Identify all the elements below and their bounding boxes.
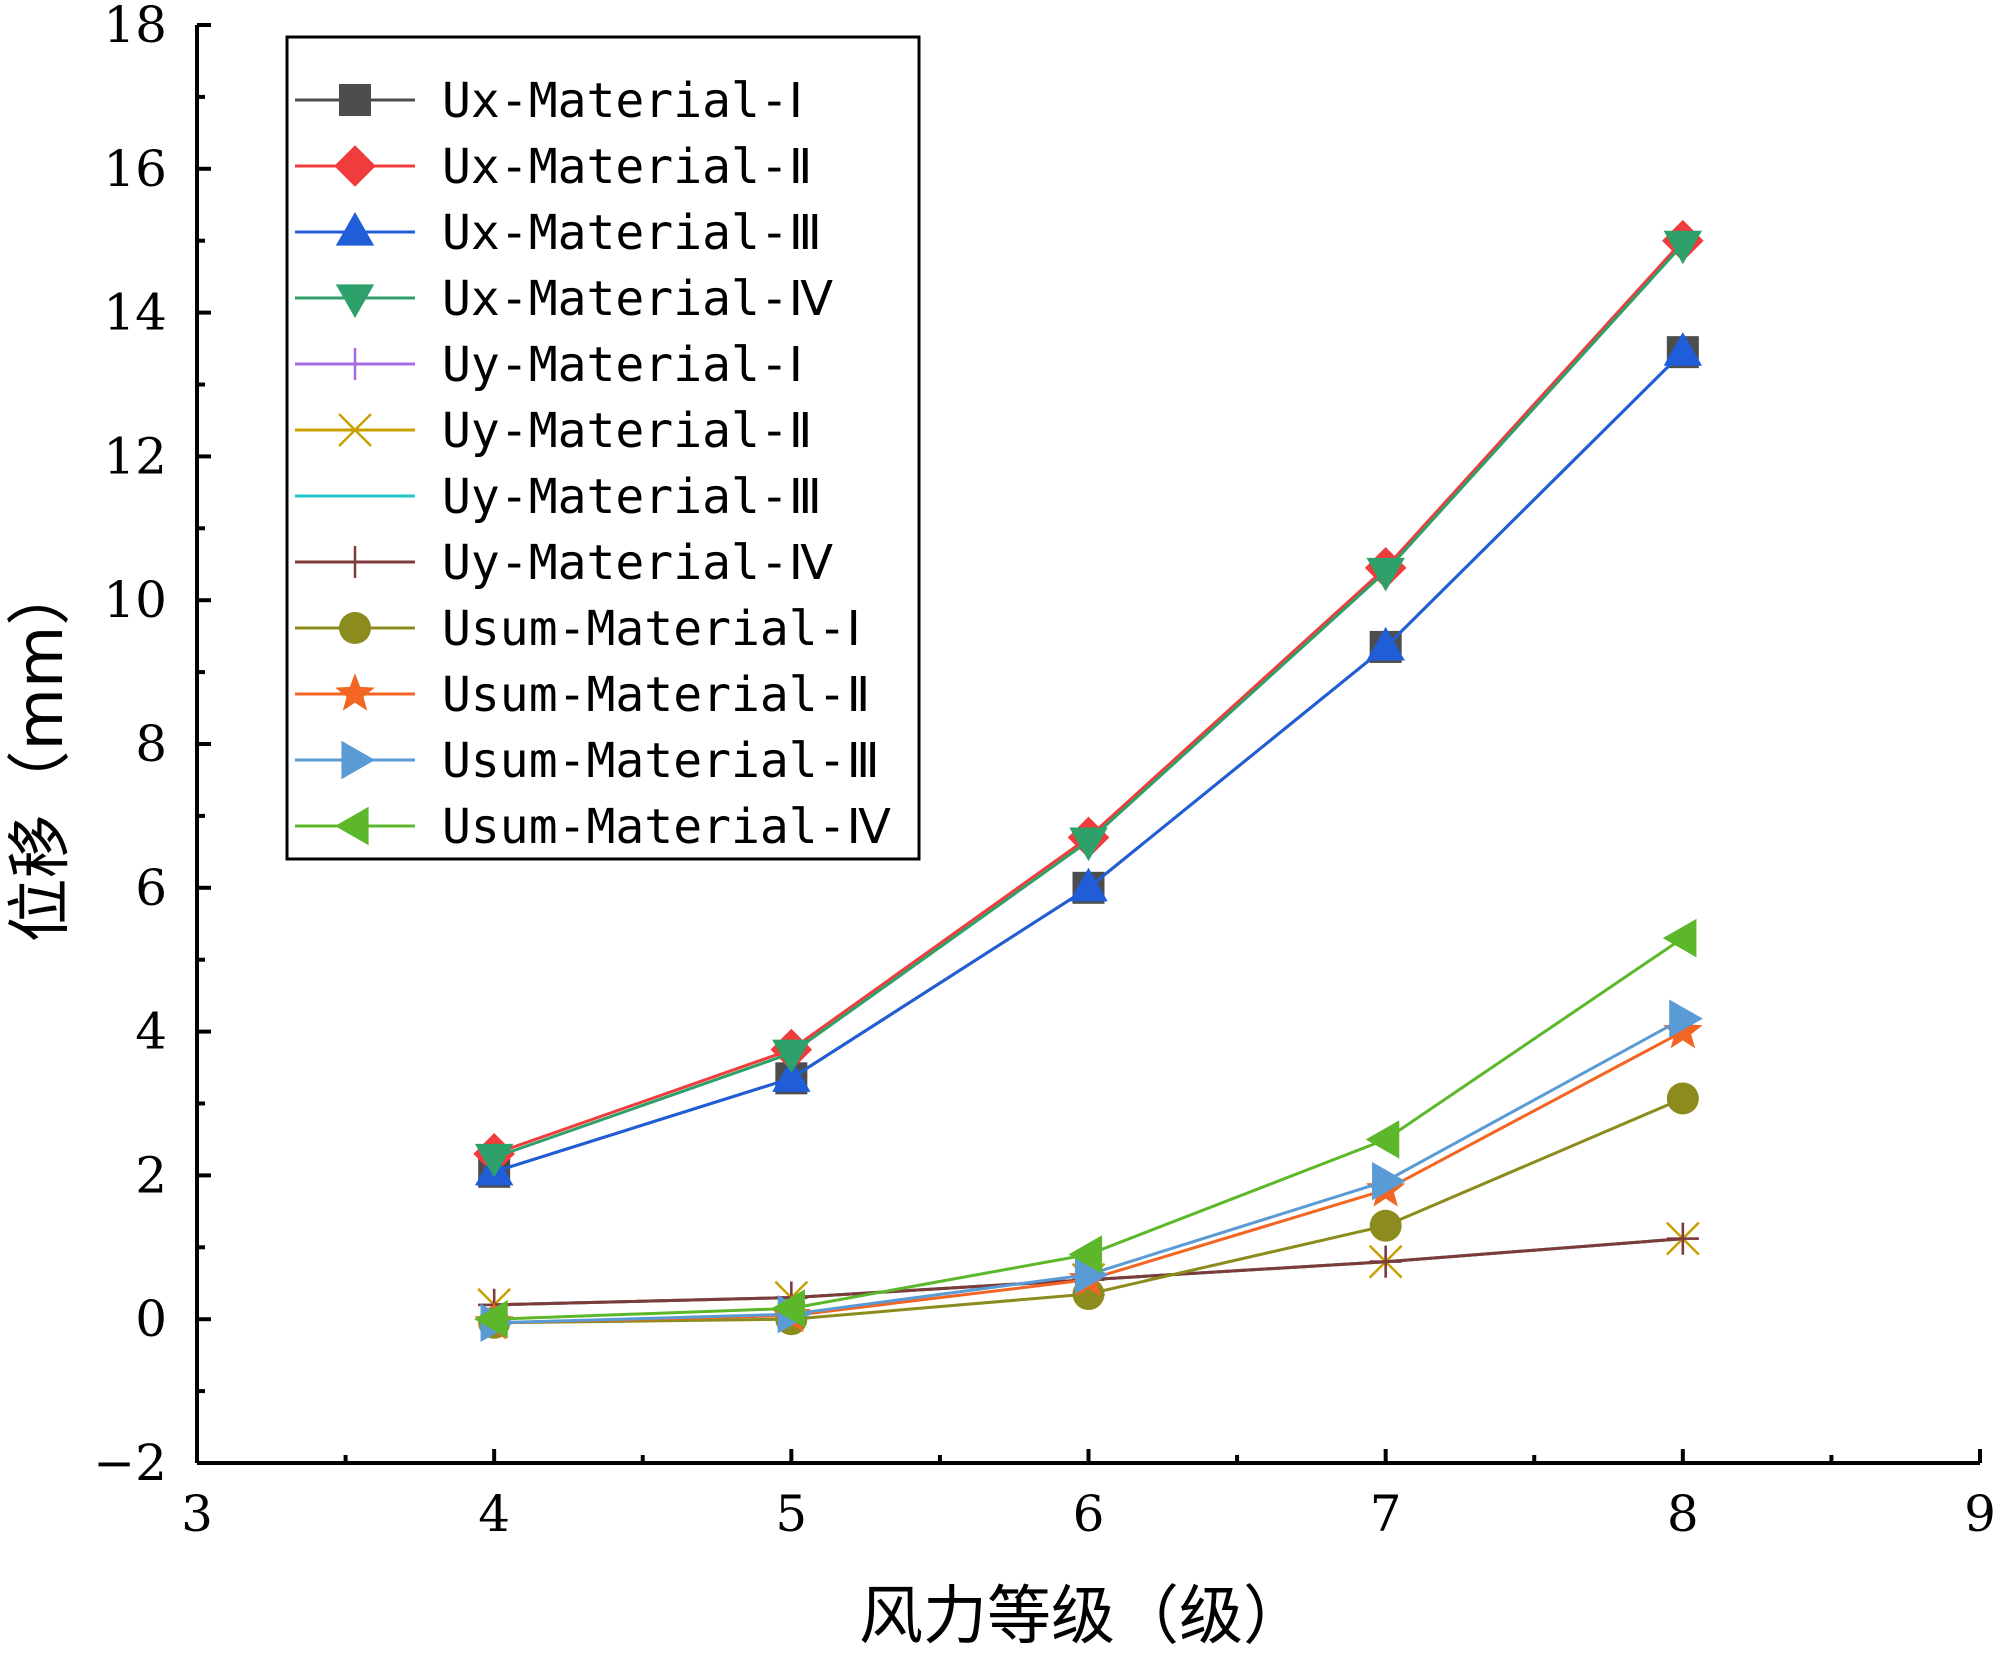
data-point <box>1663 332 1703 366</box>
legend-item: Usum-Material-Ⅳ <box>295 799 891 855</box>
data-point <box>1366 557 1405 592</box>
data-point <box>1369 1245 1402 1278</box>
legend-marker <box>339 546 371 578</box>
legend-item: Usum-Material-Ⅱ <box>295 667 870 723</box>
data-point <box>1372 1161 1406 1201</box>
data-point <box>772 1039 811 1074</box>
series-12 <box>474 918 1697 1339</box>
data-point <box>1366 626 1405 661</box>
y-tick-label: 2 <box>135 1146 167 1204</box>
legend-marker <box>335 284 375 318</box>
legend-marker <box>341 740 375 780</box>
legend-item: Usum-Material-Ⅰ <box>295 601 861 657</box>
legend-label: Ux-Material-Ⅲ <box>442 205 822 261</box>
legend-item: Uy-Material-Ⅳ <box>295 535 833 591</box>
legend-label: Usum-Material-Ⅱ <box>442 667 870 723</box>
x-tick-label: 3 <box>181 1485 213 1543</box>
legend-marker <box>339 84 371 116</box>
legend-label: Uy-Material-Ⅳ <box>442 535 833 591</box>
legend-item: Uy-Material-Ⅰ <box>295 337 803 393</box>
legend-item: Ux-Material-Ⅱ <box>295 139 812 195</box>
data-point <box>1663 230 1703 265</box>
y-tick-label: 18 <box>103 0 167 54</box>
legend-label: Ux-Material-Ⅱ <box>442 139 812 195</box>
series-11 <box>480 999 1703 1342</box>
legend-marker <box>335 673 375 711</box>
x-tick-label: 9 <box>1964 1485 1996 1543</box>
data-point <box>1662 918 1697 958</box>
series-4 <box>474 230 1703 1178</box>
data-point <box>1069 867 1108 902</box>
legend: Ux-Material-Ⅰ Ux-Material-Ⅱ Ux-Material-Ⅲ U… <box>285 35 921 861</box>
data-point <box>1666 1222 1699 1255</box>
data-point <box>474 1300 508 1339</box>
x-tick-label: 5 <box>775 1485 807 1543</box>
y-tick-label: −2 <box>93 1434 167 1492</box>
y-tick-label: 14 <box>103 284 167 342</box>
legend-item: Ux-Material-Ⅰ <box>295 73 803 129</box>
x-tick-label: 4 <box>478 1485 510 1543</box>
data-point <box>1369 1209 1402 1242</box>
y-tick-label: 0 <box>135 1290 167 1348</box>
y-tick-label: 10 <box>103 571 167 629</box>
legend-label: Uy-Material-Ⅲ <box>442 469 822 525</box>
y-tick-label: 4 <box>135 1003 167 1061</box>
legend-label: Usum-Material-Ⅳ <box>442 799 891 855</box>
data-point <box>1669 999 1703 1038</box>
y-tick-label: 12 <box>103 427 167 485</box>
legend-frame <box>285 35 921 861</box>
legend-item: Uy-Material-Ⅲ <box>295 469 822 525</box>
legend-label: Uy-Material-Ⅰ <box>442 337 803 393</box>
legend-marker <box>339 348 371 380</box>
legend-marker <box>338 413 372 447</box>
data-point <box>772 1058 811 1092</box>
legend-item: Ux-Material-Ⅲ <box>295 205 822 261</box>
legend-label: Usum-Material-Ⅰ <box>442 601 861 657</box>
y-tick-label: 16 <box>103 140 167 198</box>
legend-marker <box>339 612 371 644</box>
series-3 <box>474 332 1703 1186</box>
legend-item: Ux-Material-Ⅳ <box>295 271 833 327</box>
data-point <box>1365 1120 1400 1159</box>
data-point <box>771 1289 805 1328</box>
legend-label: Ux-Material-Ⅰ <box>442 73 803 129</box>
series-group <box>473 219 1704 1342</box>
legend-item: Usum-Material-Ⅲ <box>295 733 880 789</box>
axes: 3 4 5 6 7 8 9 −2 0 2 4 6 8 10 12 14 16 18 <box>93 0 1996 1543</box>
legend-label: Ux-Material-Ⅳ <box>442 271 833 327</box>
data-point <box>474 1143 514 1178</box>
data-point <box>1068 1235 1103 1274</box>
legend-marker <box>335 806 369 846</box>
x-tick-label: 8 <box>1667 1485 1699 1543</box>
legend-item: Uy-Material-Ⅱ <box>295 403 812 459</box>
legend-marker <box>334 145 376 187</box>
legend-marker <box>335 212 375 246</box>
y-axis-title: 位移（mm） <box>4 562 78 943</box>
data-point <box>1074 1255 1109 1294</box>
x-tick-label: 7 <box>1370 1485 1402 1543</box>
x-axis-title: 风力等级（级） <box>859 1580 1307 1654</box>
x-tick-label: 6 <box>1073 1485 1105 1543</box>
data-point <box>1666 1082 1699 1115</box>
data-point <box>1069 827 1108 862</box>
legend-label: Usum-Material-Ⅲ <box>442 733 880 789</box>
legend-label: Uy-Material-Ⅱ <box>442 403 812 459</box>
y-tick-label: 6 <box>135 859 167 917</box>
y-tick-label: 8 <box>135 715 167 773</box>
